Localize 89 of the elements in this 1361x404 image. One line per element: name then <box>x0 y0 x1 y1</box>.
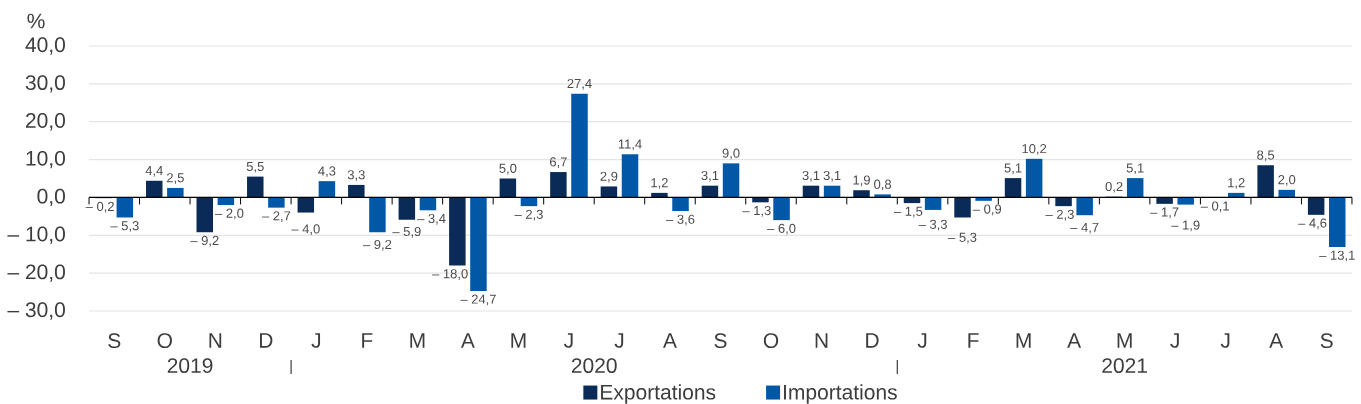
text: 2019 <box>167 358 213 374</box>
x-tick-label: O <box>157 333 172 349</box>
x-tick-label: A <box>663 333 677 348</box>
x-tick-label: N <box>209 333 222 348</box>
data-label: – 5,9 <box>392 226 421 238</box>
data-label: – 3,6 <box>666 214 695 226</box>
data-label: – 1,7 <box>1150 207 1179 219</box>
x-tick-label: A <box>460 333 475 348</box>
data-label: 5,1 <box>1004 163 1022 175</box>
x-tick-label: J <box>1170 333 1179 348</box>
data-label: 8,5 <box>1257 150 1275 162</box>
data-label: 3,3 <box>347 170 365 181</box>
data-label: – 2,7 <box>261 211 291 222</box>
data-label: 4,4 <box>145 166 163 177</box>
data-label: 3,1 <box>701 170 719 182</box>
y-tick-label: 20,0 <box>26 113 65 131</box>
data-label: 1,2 <box>651 178 668 189</box>
data-label: – 0,1 <box>1200 201 1229 213</box>
y-tick-label: 0,0 <box>37 188 65 207</box>
x-tick-label: M <box>511 333 526 348</box>
data-label: 27,4 <box>567 78 592 90</box>
data-label: 4,3 <box>318 166 336 178</box>
x-tick-label: F <box>968 333 979 348</box>
y-tick-label: 30,0 <box>25 75 65 93</box>
x-tick-label: S <box>108 333 121 349</box>
x-tick-label: A <box>1269 333 1284 348</box>
data-label: – 4,7 <box>1070 222 1099 234</box>
data-label: 3,1 <box>802 170 820 182</box>
data-label: – 2,3 <box>1045 209 1074 221</box>
data-label: – 1,3 <box>742 205 771 217</box>
data-label: – 2,3 <box>514 209 543 221</box>
data-label: – 3,3 <box>918 219 947 231</box>
y-tick-label: 10,0 <box>26 150 65 169</box>
x-tick-label: A <box>1067 333 1082 348</box>
data-label: 1,9 <box>853 175 870 187</box>
data-label: – 4,0 <box>291 224 320 235</box>
data-label: – 3,4 <box>417 213 446 225</box>
data-label: 10,2 <box>1022 144 1047 155</box>
x-tick-label: O <box>763 333 779 349</box>
data-label: 5,5 <box>246 161 264 173</box>
data-label: – 13,1 <box>1319 250 1355 262</box>
y-tick-label: – 20,0 <box>7 264 65 282</box>
x-tick-label: F <box>362 333 373 348</box>
x-tick-label: J <box>917 333 927 348</box>
x-tick-label: J <box>564 333 573 348</box>
legend-label: Exportations <box>601 384 716 404</box>
y-tick-label: 40,0 <box>25 37 65 55</box>
data-label: 11,4 <box>618 139 642 151</box>
x-tick-label: S <box>714 333 727 349</box>
data-label: – 5,3 <box>110 221 139 232</box>
data-label: 5,1 <box>1126 163 1144 175</box>
x-tick-label: M <box>410 333 425 348</box>
data-label: 2,5 <box>166 173 184 184</box>
x-tick-label: N <box>815 333 828 348</box>
data-label: 0,8 <box>874 179 892 191</box>
data-label: 2,9 <box>600 171 618 183</box>
data-label: 2,0 <box>1278 175 1296 186</box>
x-tick-label: M <box>1117 333 1132 348</box>
data-label: – 9,2 <box>362 239 392 251</box>
x-tick-label: J <box>1220 333 1230 348</box>
data-label: – 4,6 <box>1298 218 1327 230</box>
x-tick-label: J <box>311 333 321 348</box>
data-label: 5,0 <box>499 163 517 175</box>
data-label: – 1,9 <box>1171 220 1200 232</box>
x-tick-label: D <box>866 333 879 348</box>
x-tick-label: J <box>614 333 624 348</box>
data-label: – 6,0 <box>767 223 796 235</box>
data-label: 0,2 <box>1105 181 1123 193</box>
y-axis-title: % <box>27 13 45 29</box>
x-tick-label: S <box>1320 333 1333 349</box>
x-tick-label: M <box>1016 333 1031 348</box>
y-tick-label: – 30,0 <box>7 302 65 320</box>
text: 2020 <box>571 358 617 374</box>
data-label: – 5,3 <box>948 232 977 244</box>
text: 2021 <box>1102 358 1147 374</box>
data-label: – 0,2 <box>85 201 114 213</box>
legend-label: Importations <box>784 384 897 404</box>
data-label: – 1,5 <box>893 206 923 218</box>
data-label: – 0,9 <box>972 204 1002 216</box>
data-label: – 2,0 <box>215 208 244 220</box>
data-label: – 18,0 <box>432 269 468 280</box>
data-label: 6,7 <box>550 157 567 169</box>
data-label: 9,0 <box>722 148 740 160</box>
data-label: 1,2 <box>1228 178 1245 189</box>
x-tick-label: D <box>259 333 273 348</box>
data-label: – 9,2 <box>190 235 219 247</box>
data-label: – 24,7 <box>460 294 496 306</box>
data-label: 3,1 <box>823 170 841 182</box>
y-tick-label: – 10,0 <box>7 226 65 244</box>
